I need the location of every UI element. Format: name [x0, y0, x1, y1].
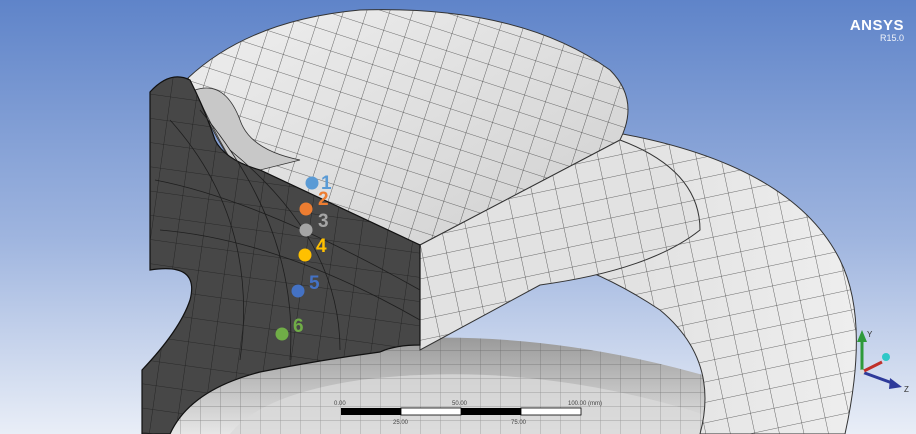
scale-tick-label: 25.00 — [393, 420, 409, 426]
coordinate-triad-icon[interactable]: Y Z — [857, 330, 909, 394]
probe-point[interactable]: 4 — [298, 236, 328, 262]
probe-point[interactable]: 6 — [275, 316, 304, 341]
version-label: R15.0 — [879, 33, 904, 43]
probe-point[interactable]: 5 — [291, 273, 321, 298]
flange-face-surface — [419, 139, 701, 351]
probe-label: 6 — [293, 316, 304, 337]
probe-label: 2 — [318, 189, 329, 210]
cross-section — [141, 76, 421, 434]
probe-point[interactable]: 1 — [305, 173, 333, 194]
scale-tick-label: 75.00 — [511, 420, 527, 426]
probe-point[interactable]: 3 — [299, 211, 329, 237]
scale-bar: 0.00 50.00 100.00 (mm) 25.00 75.00 — [334, 401, 602, 426]
brand-name: ANSYS — [849, 17, 904, 34]
axis-label-z: Z — [904, 385, 909, 394]
top-face-surface — [187, 9, 629, 246]
probe-point[interactable]: 2 — [299, 189, 329, 216]
scale-tick-label: 0.00 — [334, 401, 346, 407]
scale-tick-label: 50.00 — [452, 401, 468, 407]
scale-tick-label: 100.00 (mm) — [568, 401, 602, 407]
probe-label: 3 — [318, 211, 329, 232]
probe-label: 4 — [316, 236, 327, 257]
axis-label-y: Y — [867, 330, 873, 339]
ansys-logo: ANSYS R15.0 — [850, 18, 904, 43]
bore-surface — [170, 337, 820, 434]
probe-label: 5 — [309, 273, 320, 294]
probe-label: 1 — [321, 173, 332, 194]
probe-points: 1 2 3 4 5 6 — [275, 173, 333, 341]
